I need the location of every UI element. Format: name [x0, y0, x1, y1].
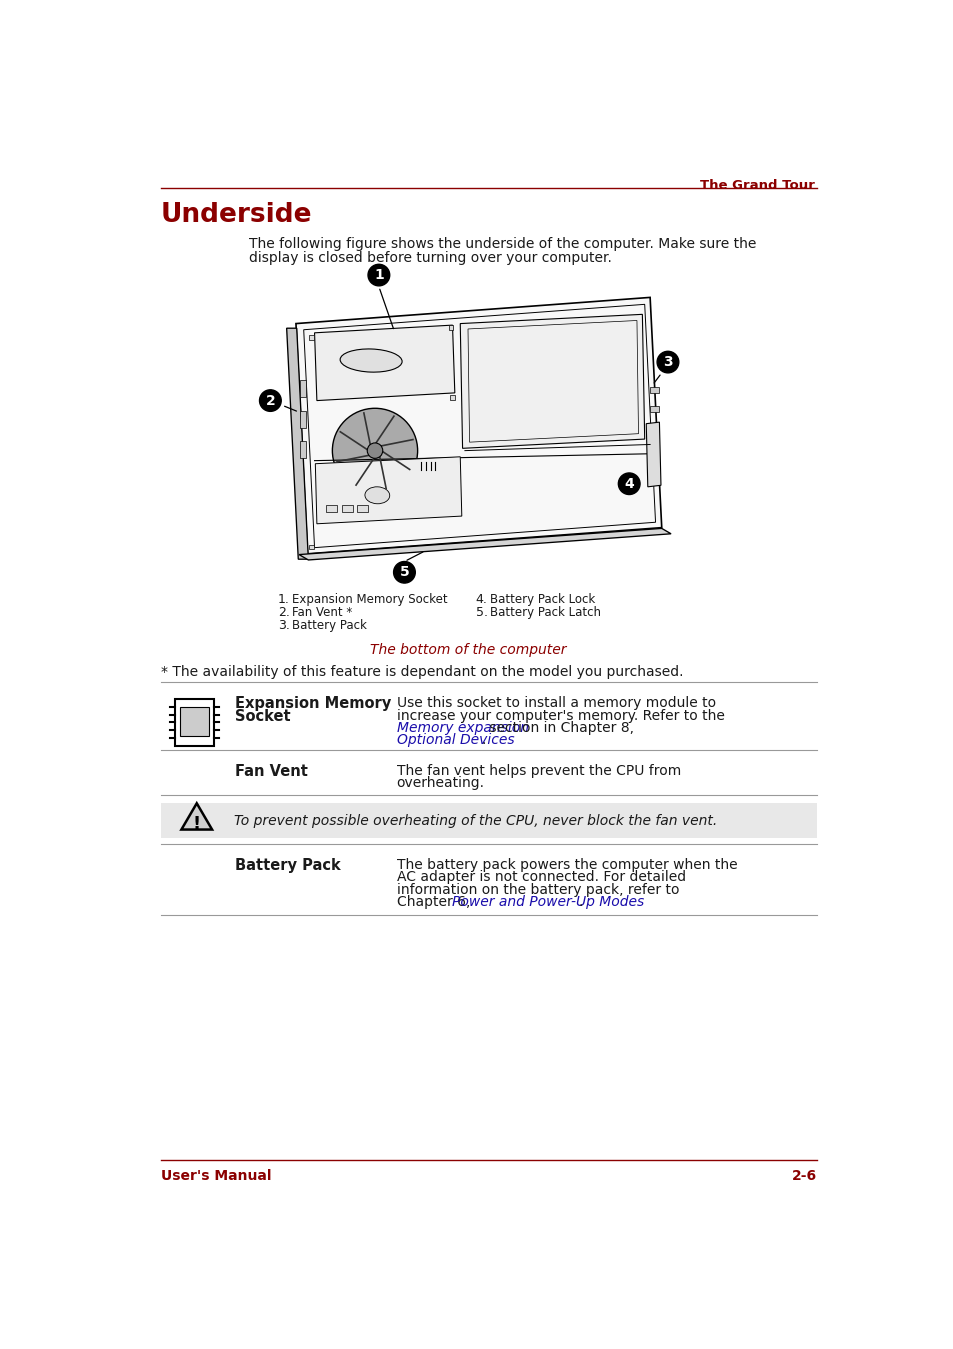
Text: .: . — [578, 894, 582, 909]
Text: Power and Power-Up Modes: Power and Power-Up Modes — [452, 894, 644, 909]
Text: Battery Pack: Battery Pack — [235, 858, 341, 873]
Bar — [299, 410, 306, 428]
Text: Underside: Underside — [161, 202, 313, 228]
Text: Battery Pack Lock: Battery Pack Lock — [489, 594, 595, 606]
Ellipse shape — [365, 487, 390, 503]
Text: .: . — [481, 734, 486, 747]
Text: Use this socket to install a memory module to: Use this socket to install a memory modu… — [396, 696, 715, 711]
Circle shape — [368, 264, 390, 286]
Text: The following figure shows the underside of the computer. Make sure the: The following figure shows the underside… — [249, 237, 756, 251]
Polygon shape — [459, 314, 644, 448]
Text: The battery pack powers the computer when the: The battery pack powers the computer whe… — [396, 858, 737, 871]
Text: 5: 5 — [399, 565, 409, 579]
Text: The bottom of the computer: The bottom of the computer — [370, 643, 566, 657]
Text: Chapter 6,: Chapter 6, — [396, 894, 474, 909]
Bar — [448, 325, 453, 329]
Text: Socket: Socket — [235, 708, 291, 723]
Text: * The availability of this feature is dependant on the model you purchased.: * The availability of this feature is de… — [161, 665, 683, 679]
Ellipse shape — [340, 349, 401, 372]
Text: User's Manual: User's Manual — [161, 1170, 272, 1183]
Circle shape — [332, 409, 417, 492]
Text: Fan Vent *: Fan Vent * — [292, 606, 352, 619]
Text: AC adapter is not connected. For detailed: AC adapter is not connected. For detaile… — [396, 870, 685, 885]
Text: 4: 4 — [623, 476, 634, 491]
Bar — [179, 707, 209, 737]
Bar — [299, 441, 306, 459]
Circle shape — [259, 390, 281, 411]
Text: The Grand Tour: The Grand Tour — [699, 179, 814, 192]
Text: To prevent possible overheating of the CPU, never block the fan vent.: To prevent possible overheating of the C… — [233, 813, 717, 828]
Text: 5.: 5. — [476, 606, 487, 619]
Text: section in Chapter 8,: section in Chapter 8, — [484, 720, 634, 735]
Text: 3: 3 — [662, 355, 672, 370]
Text: Fan Vent: Fan Vent — [235, 764, 308, 778]
Bar — [341, 505, 353, 513]
Text: 1.: 1. — [278, 594, 290, 606]
Bar — [326, 505, 336, 513]
Bar — [649, 387, 659, 393]
Text: Memory expansion: Memory expansion — [396, 720, 528, 735]
Circle shape — [394, 561, 415, 583]
Text: 2.: 2. — [278, 606, 290, 619]
Polygon shape — [315, 457, 461, 523]
Text: 1: 1 — [374, 268, 383, 282]
Polygon shape — [314, 325, 455, 401]
Text: 3.: 3. — [278, 619, 290, 633]
Text: Optional Devices: Optional Devices — [396, 734, 514, 747]
Polygon shape — [286, 328, 308, 560]
Bar — [161, 803, 816, 838]
Text: Expansion Memory: Expansion Memory — [235, 696, 392, 711]
Bar — [356, 505, 368, 513]
Text: 2: 2 — [265, 394, 275, 407]
Text: Expansion Memory Socket: Expansion Memory Socket — [292, 594, 447, 606]
Polygon shape — [645, 422, 660, 487]
Circle shape — [618, 473, 639, 495]
Bar — [450, 395, 455, 399]
Text: overheating.: overheating. — [396, 776, 484, 791]
Polygon shape — [295, 297, 661, 554]
Text: 4.: 4. — [476, 594, 487, 606]
Text: information on the battery pack, refer to: information on the battery pack, refer t… — [396, 882, 679, 897]
Text: display is closed before turning over your computer.: display is closed before turning over yo… — [249, 251, 612, 266]
Circle shape — [657, 351, 679, 372]
Bar — [309, 545, 314, 549]
Polygon shape — [181, 803, 212, 830]
Text: !: ! — [193, 815, 200, 834]
Circle shape — [367, 442, 382, 459]
Text: Battery Pack Latch: Battery Pack Latch — [489, 606, 600, 619]
Text: Battery Pack: Battery Pack — [292, 619, 367, 633]
Polygon shape — [298, 529, 670, 560]
Text: 2-6: 2-6 — [791, 1170, 816, 1183]
Text: increase your computer's memory. Refer to the: increase your computer's memory. Refer t… — [396, 708, 724, 723]
Bar — [309, 335, 314, 340]
Text: The fan vent helps prevent the CPU from: The fan vent helps prevent the CPU from — [396, 764, 680, 778]
Bar — [299, 380, 306, 397]
Bar — [649, 406, 659, 413]
Bar — [174, 699, 213, 746]
